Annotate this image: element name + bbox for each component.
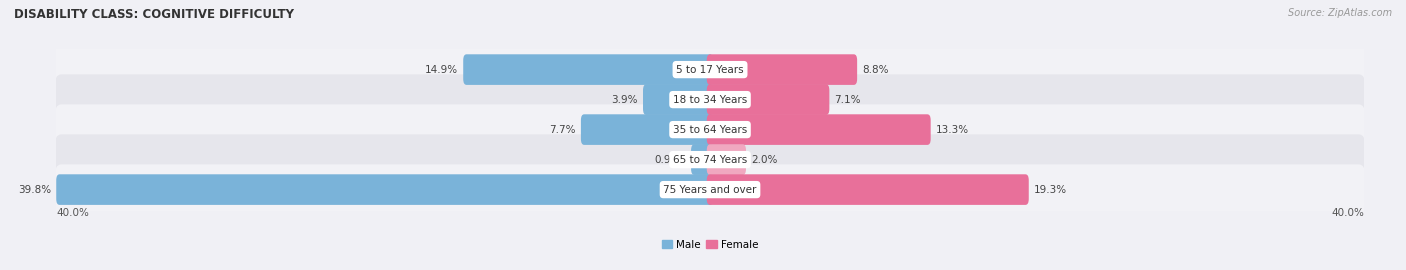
Text: 5 to 17 Years: 5 to 17 Years <box>676 65 744 75</box>
Text: 39.8%: 39.8% <box>18 185 52 195</box>
FancyBboxPatch shape <box>692 144 713 175</box>
Text: 40.0%: 40.0% <box>1331 208 1364 218</box>
Text: 7.1%: 7.1% <box>834 94 860 104</box>
Text: 65 to 74 Years: 65 to 74 Years <box>673 155 747 165</box>
FancyBboxPatch shape <box>707 84 830 115</box>
Text: 40.0%: 40.0% <box>56 208 89 218</box>
FancyBboxPatch shape <box>55 104 1365 155</box>
FancyBboxPatch shape <box>707 114 931 145</box>
FancyBboxPatch shape <box>463 54 713 85</box>
FancyBboxPatch shape <box>55 134 1365 185</box>
Text: 35 to 64 Years: 35 to 64 Years <box>673 124 747 135</box>
Text: 19.3%: 19.3% <box>1033 185 1067 195</box>
Text: 8.8%: 8.8% <box>862 65 889 75</box>
Text: Source: ZipAtlas.com: Source: ZipAtlas.com <box>1288 8 1392 18</box>
FancyBboxPatch shape <box>707 144 747 175</box>
Legend: Male, Female: Male, Female <box>658 236 762 254</box>
FancyBboxPatch shape <box>707 54 858 85</box>
Text: 18 to 34 Years: 18 to 34 Years <box>673 94 747 104</box>
FancyBboxPatch shape <box>55 164 1365 215</box>
FancyBboxPatch shape <box>643 84 713 115</box>
FancyBboxPatch shape <box>55 44 1365 95</box>
Text: 75 Years and over: 75 Years and over <box>664 185 756 195</box>
Text: 13.3%: 13.3% <box>935 124 969 135</box>
FancyBboxPatch shape <box>55 75 1365 125</box>
Text: DISABILITY CLASS: COGNITIVE DIFFICULTY: DISABILITY CLASS: COGNITIVE DIFFICULTY <box>14 8 294 21</box>
FancyBboxPatch shape <box>56 174 713 205</box>
Text: 7.7%: 7.7% <box>550 124 576 135</box>
Text: 2.0%: 2.0% <box>751 155 778 165</box>
FancyBboxPatch shape <box>581 114 713 145</box>
Text: 14.9%: 14.9% <box>425 65 458 75</box>
FancyBboxPatch shape <box>707 174 1029 205</box>
Text: 0.96%: 0.96% <box>655 155 688 165</box>
Text: 3.9%: 3.9% <box>612 94 638 104</box>
